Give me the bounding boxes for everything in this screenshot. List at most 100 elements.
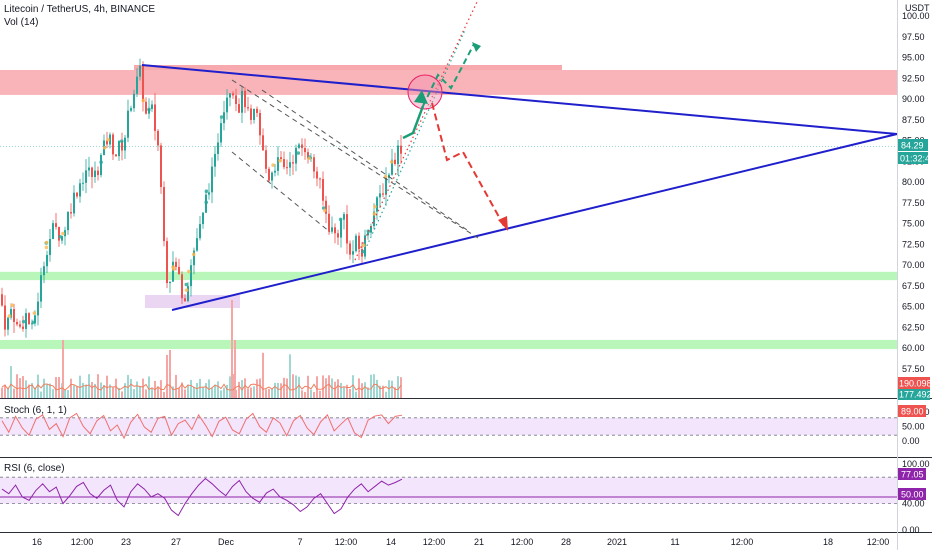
volume-bar <box>211 387 213 398</box>
volume-bar <box>139 385 141 398</box>
volume-bar <box>121 391 123 398</box>
price-axis[interactable]: 100.0097.5095.0092.5090.0087.5085.0082.5… <box>902 11 930 374</box>
volume-bar <box>262 352 264 398</box>
candle-body <box>154 104 156 131</box>
resistance-zone-upper <box>134 65 562 74</box>
candle-body <box>181 274 183 299</box>
channel-line <box>261 89 471 233</box>
candle-body <box>178 266 180 275</box>
candle-body <box>385 177 387 195</box>
volume-tag-2: 177.492K <box>898 389 932 400</box>
signal-dot <box>58 234 62 239</box>
time-tick-label: 2021 <box>607 537 627 547</box>
signal-dot <box>362 243 366 248</box>
volume-bar <box>364 382 366 398</box>
volume-bar <box>208 379 210 398</box>
lower-trendline <box>171 133 898 311</box>
volume-bar <box>286 378 288 398</box>
volume-bar <box>259 378 261 398</box>
candle-body <box>370 226 372 233</box>
candle-body <box>244 90 246 108</box>
candle-body <box>142 65 144 102</box>
time-axis[interactable]: 16 12:00 23 27 Dec 7 12:00 14 12:00 21 12:00 28 2021… <box>32 537 889 547</box>
candle-body <box>58 226 60 241</box>
candle-body <box>298 144 300 148</box>
candle-body <box>253 108 255 120</box>
volume-bar <box>4 384 6 398</box>
rsi-title: RSI (6, close) <box>4 463 65 474</box>
signal-dot <box>44 245 49 250</box>
volume-bar <box>301 390 303 398</box>
signal-dot <box>323 208 327 213</box>
candle-body <box>100 155 102 176</box>
candle-body <box>79 183 81 197</box>
candle-body <box>139 65 141 77</box>
signal-dot <box>10 303 15 308</box>
svg-text:50.00: 50.00 <box>901 490 924 500</box>
candle-body <box>217 142 219 154</box>
price-tick-label: 62.50 <box>902 322 925 332</box>
symbol-title[interactable]: Litecoin / TetherUS, 4h, BINANCE <box>4 4 155 15</box>
candle-body <box>340 219 342 238</box>
volume-bar <box>163 391 165 398</box>
price-tick-label: 90.00 <box>902 94 925 104</box>
volume-bar <box>52 389 54 398</box>
bullish-arrowhead <box>472 42 481 52</box>
signal-dot <box>44 240 49 245</box>
candle-body <box>229 93 231 98</box>
volume-bar <box>319 390 321 398</box>
candle-body <box>109 134 111 145</box>
candle-body <box>94 170 96 177</box>
candle-body <box>349 243 351 255</box>
candle-body <box>124 137 126 151</box>
signal-dot <box>61 231 65 236</box>
signal-dot <box>271 163 275 167</box>
bullish-mini-arrow <box>414 90 428 104</box>
signal-dot <box>32 311 37 315</box>
price-tick-label: 72.50 <box>902 239 925 249</box>
signal-dot <box>389 160 394 164</box>
candle-body <box>46 254 48 267</box>
volume-bar <box>220 390 222 398</box>
candle-body <box>37 301 39 316</box>
volume-bar <box>334 381 336 398</box>
candle-body <box>247 107 249 109</box>
candle-body <box>274 170 276 173</box>
candle-body <box>250 108 252 120</box>
volume-bar <box>277 382 279 398</box>
svg-text:01:32:46: 01:32:46 <box>900 154 932 164</box>
candle-body <box>358 235 360 250</box>
volume-bar <box>217 381 219 398</box>
volume-bar <box>187 384 189 398</box>
candle-body <box>265 150 267 169</box>
volume-bar <box>73 385 75 398</box>
signal-dot <box>184 288 189 292</box>
volume-bar <box>244 378 246 398</box>
candle-body <box>16 321 18 325</box>
price-tick-label: 97.50 <box>902 32 925 42</box>
candle-body <box>400 145 402 154</box>
signal-dot <box>204 189 209 194</box>
volume-bar <box>133 389 135 398</box>
candle-body <box>85 170 87 183</box>
time-tick-label: 12:00 <box>511 537 534 547</box>
candle-body <box>73 192 75 214</box>
volume-bar <box>109 384 111 398</box>
candle-body <box>97 170 99 176</box>
volume-bar <box>22 376 24 398</box>
time-tick-label: 12:00 <box>867 537 890 547</box>
volume-bar <box>184 389 186 398</box>
volume-title: Vol (14) <box>4 17 39 28</box>
volume-bar <box>280 383 282 398</box>
signal-dot <box>307 156 311 161</box>
rsi-tick-label: 100.00 <box>902 459 930 469</box>
time-tick-label: 21 <box>474 537 484 547</box>
volume-tag-1: 190.098K <box>898 377 932 389</box>
stoch-title: Stoch (6, 1, 1) <box>4 405 67 416</box>
candle-body <box>169 281 171 284</box>
candle-body <box>55 223 57 227</box>
candle-body <box>379 193 381 198</box>
candle-body <box>259 112 261 136</box>
volume-bar <box>367 387 369 398</box>
candles <box>1 58 402 338</box>
